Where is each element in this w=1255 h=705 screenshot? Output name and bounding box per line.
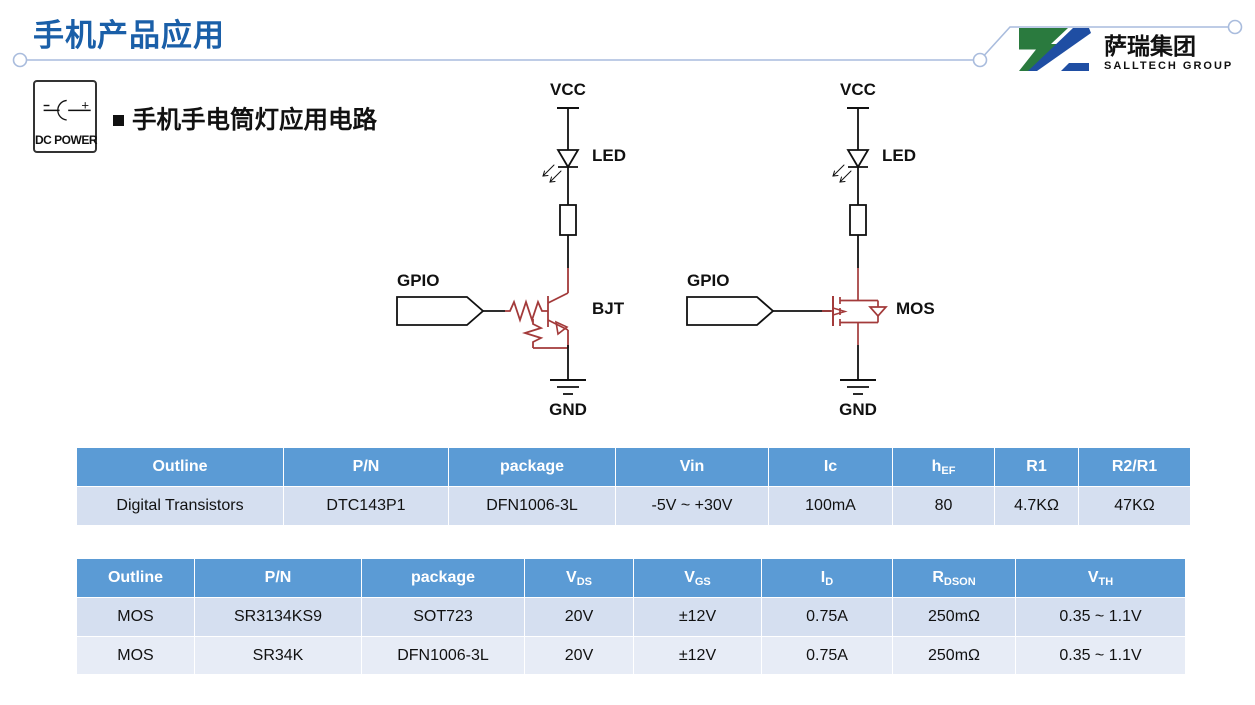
svg-text:VCC: VCC (840, 80, 876, 99)
svg-text:+: + (81, 98, 89, 113)
svg-text:LED: LED (592, 146, 626, 165)
svg-text:MOS: MOS (896, 299, 935, 318)
svg-text:GND: GND (839, 400, 877, 419)
svg-text:GPIO: GPIO (687, 271, 730, 290)
svg-text:BJT: BJT (592, 299, 625, 318)
svg-text:GPIO: GPIO (397, 271, 440, 290)
svg-text:GND: GND (549, 400, 587, 419)
svg-text:LED: LED (882, 146, 916, 165)
svg-text:VCC: VCC (550, 80, 586, 99)
svg-text:SALLTECH GROUP: SALLTECH GROUP (1104, 60, 1233, 72)
svg-text:萨瑞集团: 萨瑞集团 (1104, 33, 1196, 59)
